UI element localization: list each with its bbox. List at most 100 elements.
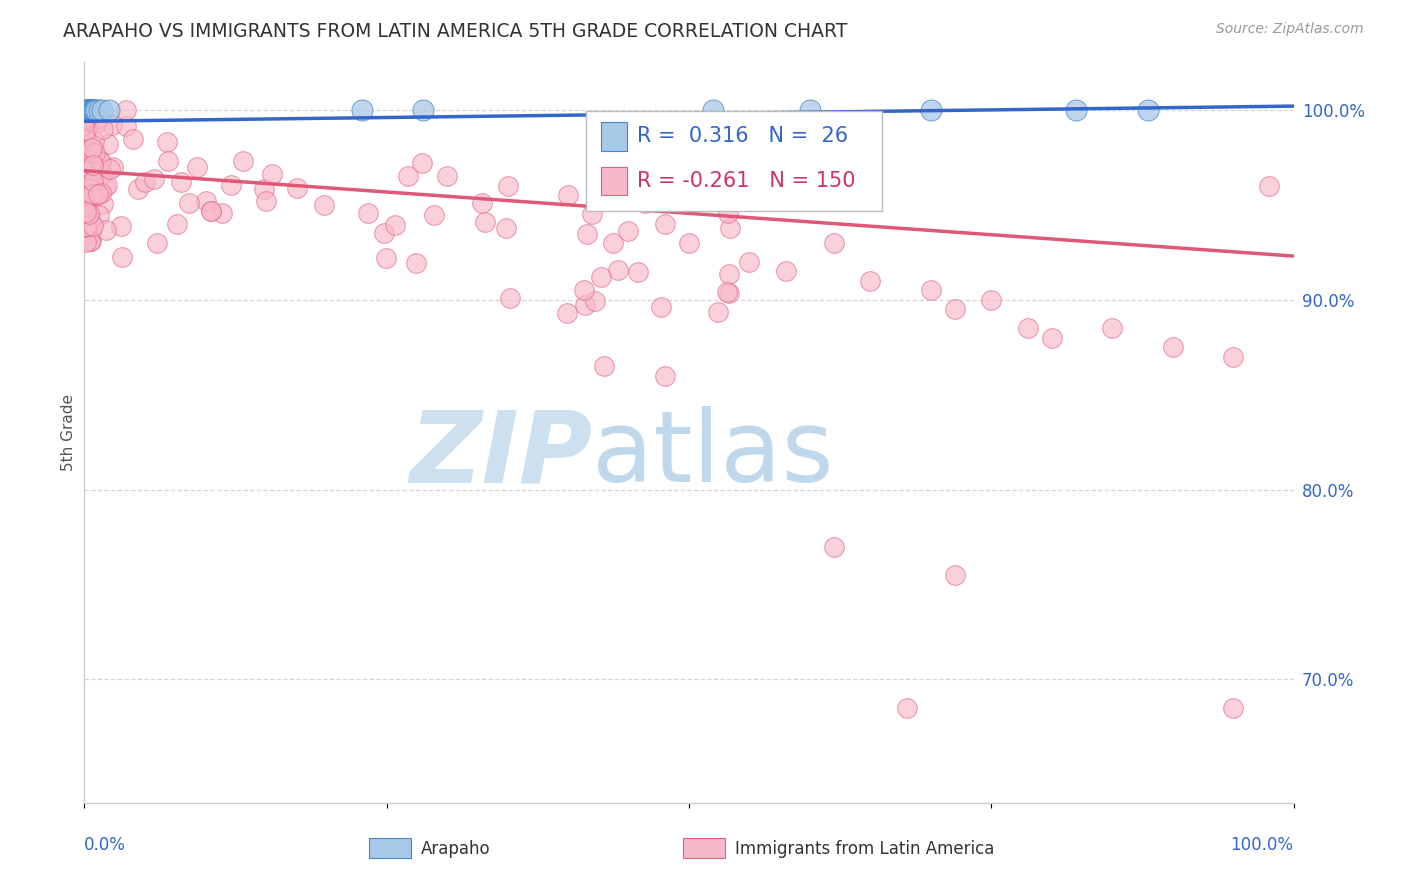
Point [920, 283, 942, 297]
Point [76, 206, 98, 220]
Point [706, 305, 728, 319]
Point [80, 103, 103, 117]
Point [100, 118, 122, 132]
Point [589, 269, 612, 284]
Point [980, 293, 1002, 307]
Point [77, 195, 100, 210]
Point [80, 226, 103, 240]
Point [75, 123, 97, 137]
Point [412, 103, 434, 117]
Point [186, 161, 208, 175]
Point [211, 206, 233, 220]
Point [859, 274, 882, 288]
Point [375, 251, 398, 265]
Point [80, 107, 103, 121]
Point [1222, 350, 1244, 364]
Point [654, 368, 676, 383]
Point [94, 180, 117, 194]
Point [87, 153, 110, 168]
Point [423, 208, 446, 222]
Point [1137, 103, 1160, 117]
Point [1161, 340, 1184, 354]
Point [557, 188, 579, 202]
Point [678, 235, 700, 250]
Point [76, 192, 98, 206]
Point [77, 103, 100, 117]
Point [79, 103, 101, 117]
Point [84, 151, 107, 165]
Point [79, 157, 101, 171]
Point [602, 235, 624, 250]
Point [134, 175, 156, 189]
Point [76, 103, 98, 118]
Point [499, 292, 522, 306]
Point [75, 113, 97, 128]
Point [436, 169, 458, 184]
Text: 0.0%: 0.0% [84, 836, 127, 855]
Point [823, 540, 845, 554]
FancyBboxPatch shape [683, 838, 725, 858]
Point [89, 208, 111, 222]
Point [252, 182, 274, 196]
Point [86, 103, 108, 117]
Point [142, 172, 165, 186]
Point [82, 158, 104, 172]
Point [75, 113, 97, 128]
Point [718, 220, 741, 235]
Point [471, 195, 494, 210]
Point [75, 111, 97, 125]
Point [166, 217, 188, 231]
Point [127, 182, 149, 196]
Point [75, 147, 97, 161]
Text: atlas: atlas [592, 407, 834, 503]
Point [79, 234, 101, 248]
FancyBboxPatch shape [586, 111, 883, 211]
Point [623, 174, 645, 188]
Point [574, 298, 596, 312]
Point [90, 167, 112, 181]
Point [77, 120, 100, 134]
Point [200, 203, 222, 218]
Point [87, 187, 110, 202]
Point [575, 227, 598, 241]
Text: R =  0.316   N =  26: R = 0.316 N = 26 [637, 127, 848, 146]
Point [89, 112, 111, 126]
Point [75, 205, 97, 219]
Point [702, 103, 724, 117]
Point [920, 103, 942, 117]
Point [79, 103, 101, 117]
Point [82, 103, 104, 117]
Point [896, 701, 918, 715]
Point [75, 209, 97, 223]
Point [495, 221, 517, 235]
Point [83, 160, 105, 174]
Point [82, 174, 104, 188]
Point [411, 156, 433, 170]
Point [82, 219, 104, 233]
Point [77, 103, 100, 117]
Point [80, 145, 103, 160]
Point [75, 221, 97, 235]
Point [717, 206, 740, 220]
Point [1222, 701, 1244, 715]
FancyBboxPatch shape [600, 122, 627, 151]
Text: Source: ZipAtlas.com: Source: ZipAtlas.com [1216, 22, 1364, 37]
Point [89, 154, 111, 169]
Point [572, 283, 595, 297]
Point [97, 103, 120, 117]
Point [617, 224, 640, 238]
Point [80, 186, 103, 201]
Point [662, 173, 685, 187]
Point [77, 103, 100, 117]
Point [76, 155, 98, 169]
Point [82, 103, 104, 117]
Text: Arapaho: Arapaho [420, 839, 491, 858]
Point [90, 154, 112, 169]
Point [80, 103, 103, 117]
Point [219, 178, 242, 193]
Point [110, 219, 132, 233]
Point [262, 167, 284, 181]
Point [718, 267, 741, 281]
Point [474, 215, 496, 229]
Point [76, 103, 98, 117]
